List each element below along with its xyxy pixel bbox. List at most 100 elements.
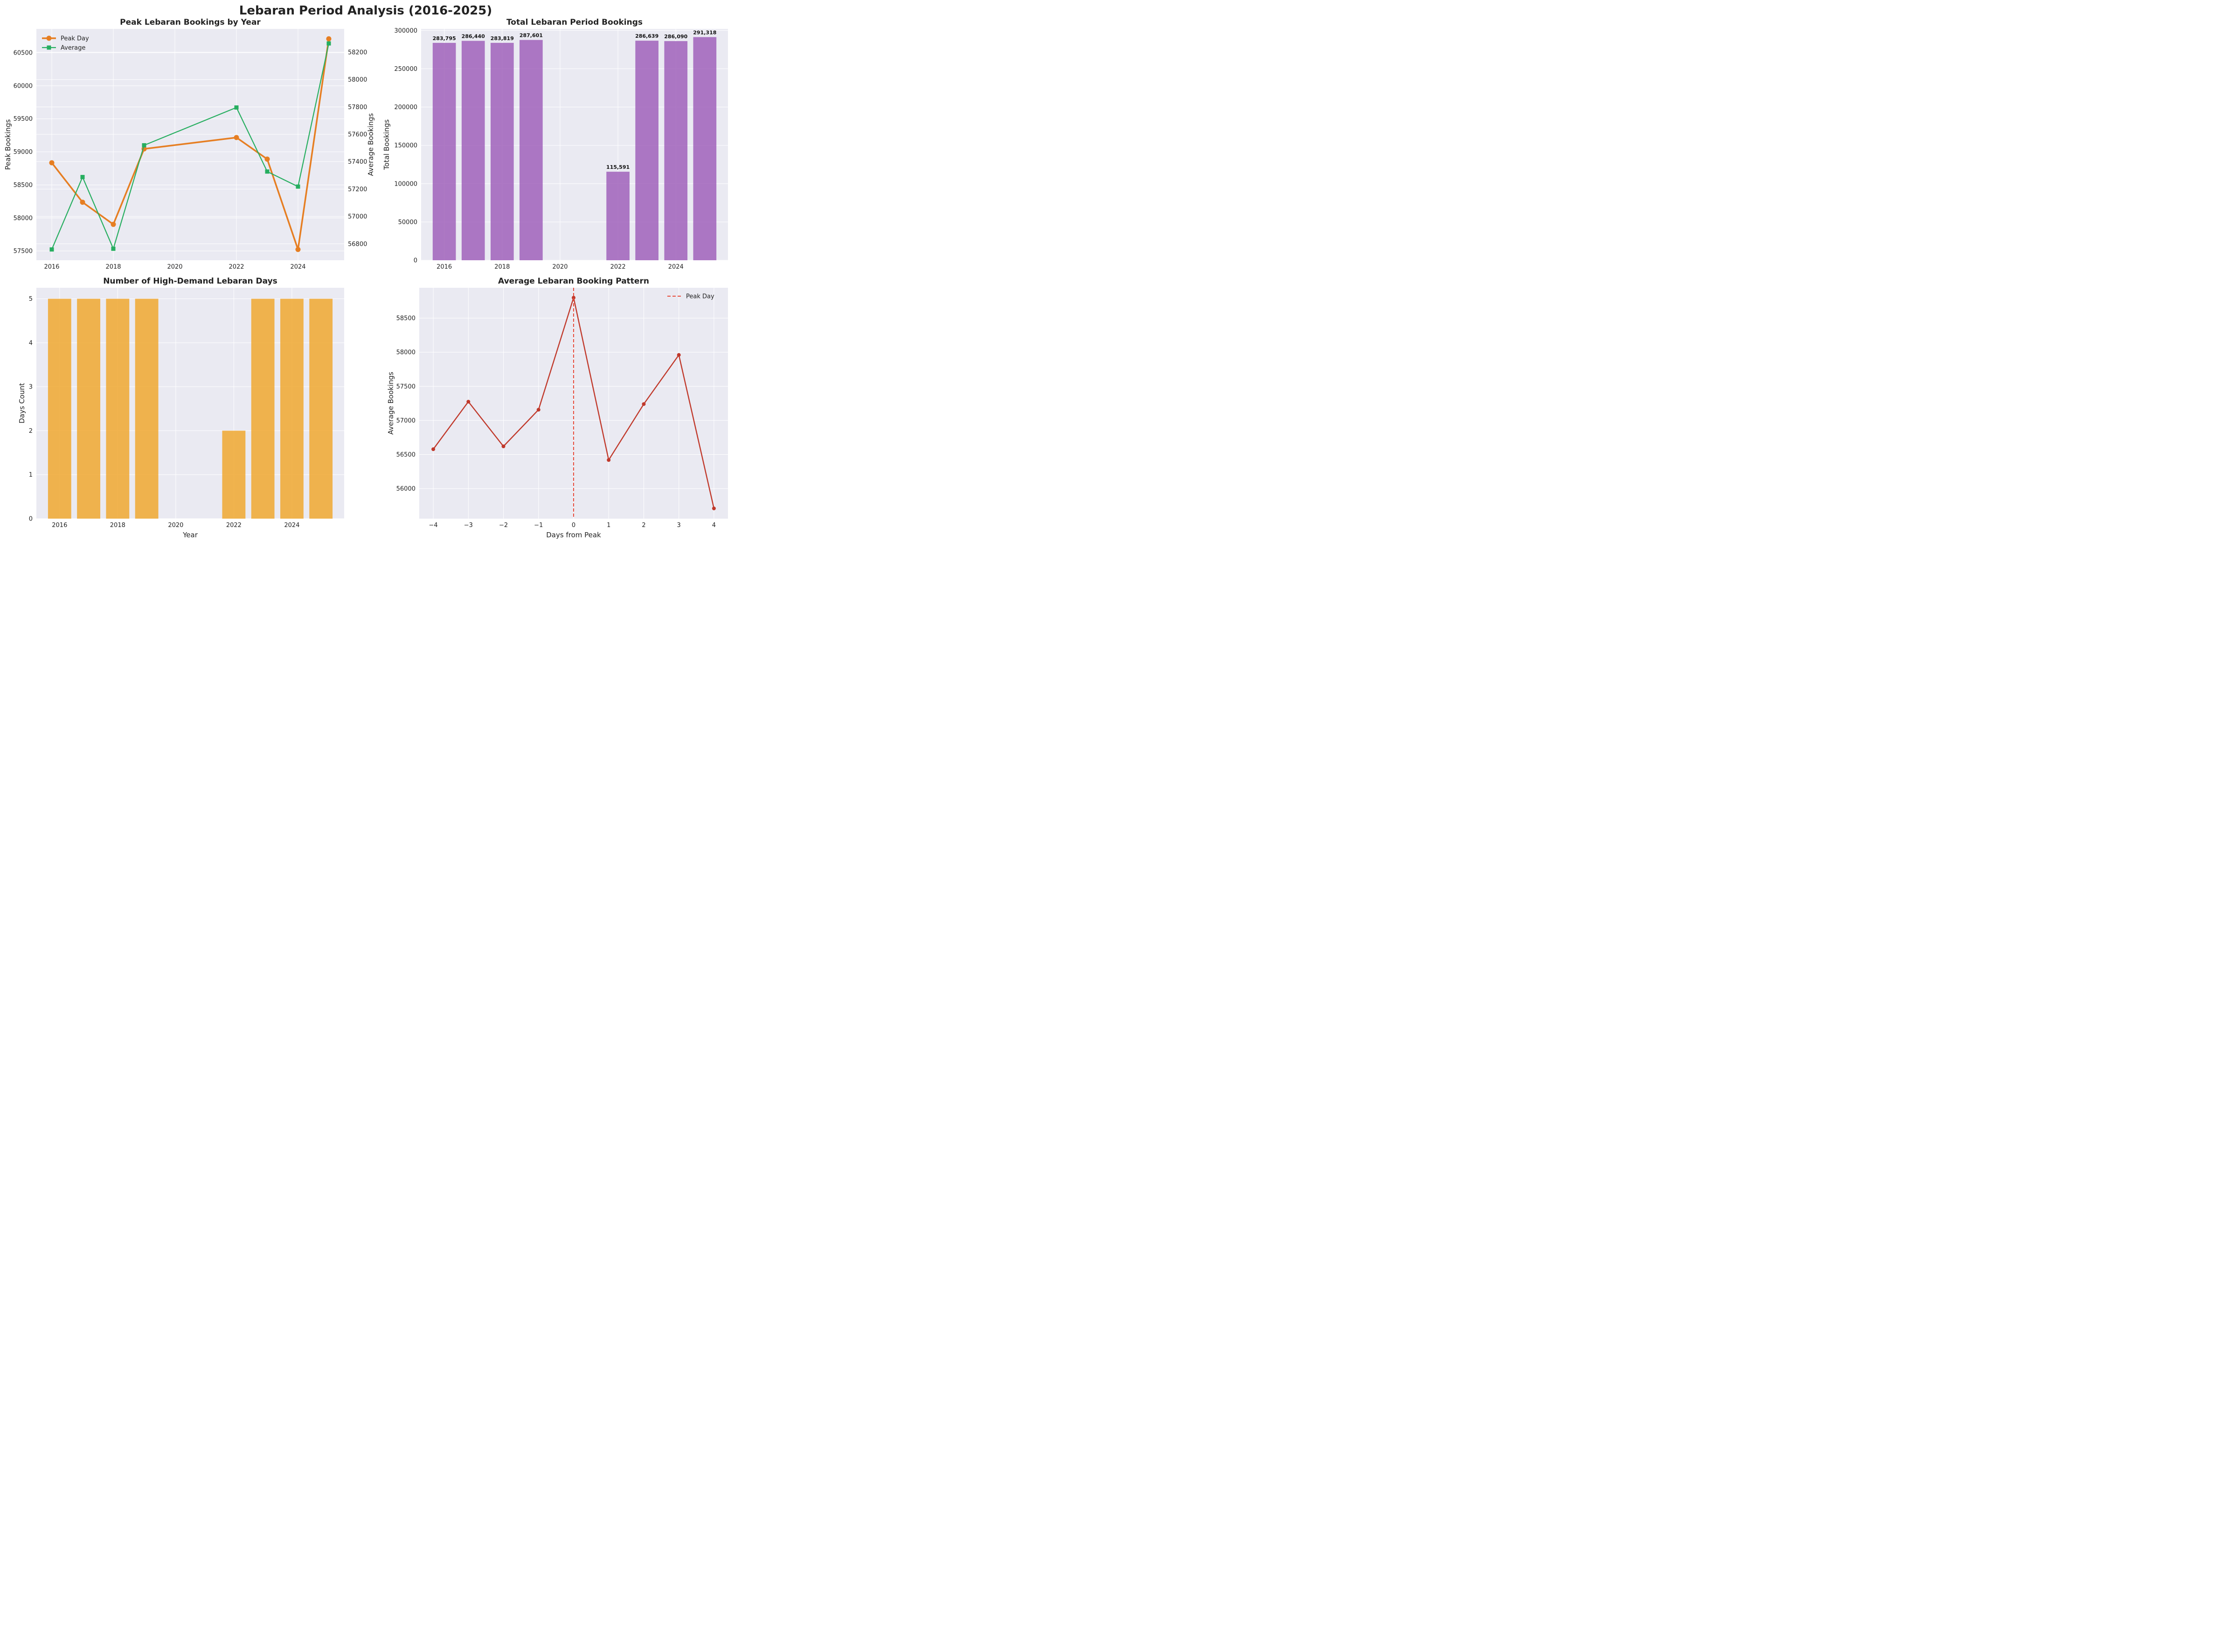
y-right-tick-label: 57400: [348, 159, 367, 166]
y-axis-right-label: Average Bookings: [367, 113, 375, 176]
average-point: [265, 169, 270, 174]
average-point: [49, 247, 54, 252]
bar-value-label: 283,819: [491, 35, 514, 42]
y-axis-label-peak: Peak Bookings: [4, 119, 12, 170]
y-right-tick-label: 58200: [348, 49, 367, 56]
y-tick-label: 1: [29, 472, 33, 479]
y-right-tick-label: 56800: [348, 241, 367, 248]
average-point: [111, 246, 116, 251]
legend-peak-day-label: Peak Day: [686, 293, 714, 300]
y-tick-label: 57500: [396, 383, 416, 390]
y-tick-label: 58000: [396, 349, 416, 356]
y-tick-label: 200000: [394, 104, 417, 111]
peak-day-point: [326, 36, 332, 42]
x-tick-label: 2016: [44, 264, 59, 271]
bar-days-2022: [222, 430, 246, 519]
x-tick-label: 3: [677, 522, 681, 529]
y-tick-label: 5: [29, 296, 33, 303]
bar-value-label: 283,795: [433, 35, 456, 42]
x-tick-label: 2022: [229, 264, 244, 271]
panel-title-total: Total Lebaran Period Bookings: [506, 18, 643, 27]
bar-total-2023: [635, 41, 659, 260]
bar-value-label: 286,090: [664, 34, 687, 40]
bar-value-label: 115,591: [606, 164, 630, 170]
average-point: [80, 175, 85, 180]
peak-day-point: [111, 222, 116, 227]
panel-pattern: −4 −3 −2 −1 0 1 2 3 4 56000 56500 57000 57500 58000 58…: [387, 277, 728, 539]
pattern-point: [431, 447, 436, 451]
bar-value-label: 287,601: [520, 33, 543, 39]
legend-peak-day-label: Peak Day: [61, 35, 89, 42]
y-tick-label: 59000: [14, 149, 33, 156]
peak-day-point: [264, 156, 270, 162]
bar-days-2024: [280, 298, 304, 519]
y-tick-label: 59500: [14, 116, 33, 123]
pattern-point: [677, 353, 681, 357]
bar-days-2018: [106, 298, 130, 519]
x-tick-label: 2024: [668, 264, 684, 271]
y-tick-label: 58000: [14, 215, 33, 222]
figure: Lebaran Period Analysis (2016-2025) 2016…: [0, 0, 731, 543]
peak-day-point: [80, 200, 85, 205]
y-right-tick-label: 57800: [348, 104, 367, 111]
y-axis-label-pattern: Average Bookings: [387, 372, 395, 435]
y-tick-label: 57500: [14, 248, 33, 255]
average-point: [326, 41, 331, 46]
panel-title-peak: Peak Lebaran Bookings by Year: [120, 18, 261, 27]
x-tick-label: 1: [607, 522, 610, 529]
y-tick-label: 300000: [394, 28, 417, 35]
x-tick-label: 2018: [110, 522, 125, 529]
x-tick-label: 2024: [284, 522, 299, 529]
y-tick-label: 2: [29, 428, 33, 435]
average-point: [142, 143, 146, 147]
x-tick-label: 2: [642, 522, 645, 529]
x-tick-label: −4: [429, 522, 438, 529]
legend-average-label: Average: [61, 45, 85, 52]
pattern-point: [607, 458, 611, 462]
y-tick-label: 50000: [398, 219, 417, 226]
x-tick-label: 2022: [226, 522, 242, 529]
pattern-point: [466, 400, 471, 404]
x-tick-label: 0: [572, 522, 575, 529]
panel-total: 2016 2018 2020 2022 2024 0 50000 100000 150000 20…: [382, 18, 728, 271]
x-tick-label: 2016: [52, 522, 67, 529]
x-axis-label-pattern: Days from Peak: [546, 531, 601, 539]
pattern-point: [642, 402, 646, 406]
y-tick-label: 58500: [14, 182, 33, 189]
average-point: [234, 105, 239, 110]
x-tick-label: 2020: [552, 264, 568, 271]
bar-value-label: 286,639: [635, 33, 658, 39]
x-axis-label-days: Year: [182, 531, 198, 539]
x-tick-label: 2018: [494, 264, 510, 271]
y-tick-label: 100000: [394, 180, 417, 187]
bar-days-2016: [48, 298, 71, 519]
x-tick-label: 2018: [105, 264, 121, 271]
panel-title-pattern: Average Lebaran Booking Pattern: [498, 277, 649, 286]
y-right-tick-label: 57000: [348, 214, 367, 221]
y-tick-label: 56500: [396, 451, 416, 458]
x-tick-label: 2022: [610, 264, 626, 271]
peak-day-point: [295, 247, 301, 252]
bar-days-2023: [251, 298, 275, 519]
panel-title-days: Number of High-Demand Lebaran Days: [103, 277, 277, 286]
series-peak-day-line: [51, 39, 330, 250]
figure-title: Lebaran Period Analysis (2016-2025): [239, 4, 492, 18]
x-tick-label: 4: [712, 522, 716, 529]
y-tick-label: 56000: [396, 486, 416, 493]
panel-days: 2016 2018 2020 2022 2024 0 1 2 3 4 5 Number of High…: [18, 277, 344, 539]
pattern-point: [712, 507, 716, 511]
bar-value-label: 286,440: [462, 34, 485, 40]
x-tick-label: 2020: [167, 264, 182, 271]
y-tick-label: 150000: [394, 142, 417, 149]
y-right-tick-label: 57200: [348, 186, 367, 193]
y-tick-label: 0: [414, 257, 417, 264]
y-right-tick-label: 57600: [348, 131, 367, 138]
x-tick-label: −3: [464, 522, 473, 529]
legend-peak-day-marker: [46, 35, 52, 41]
bar-total-2018: [490, 42, 514, 261]
x-tick-label: 2020: [168, 522, 183, 529]
y-tick-label: 3: [29, 384, 33, 391]
pattern-point: [501, 444, 506, 448]
bar-total-2017: [461, 41, 485, 261]
bar-total-2019: [520, 40, 543, 261]
